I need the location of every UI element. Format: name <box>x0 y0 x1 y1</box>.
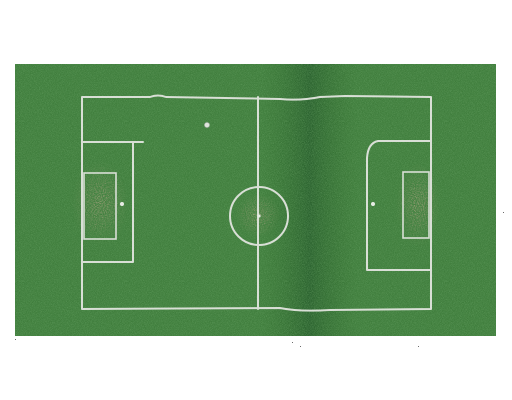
worn-patch-left-goal <box>72 161 128 245</box>
right-goal-area <box>402 171 430 239</box>
background-specks <box>15 212 504 347</box>
pitch-outline <box>81 94 432 312</box>
ball <box>204 122 210 128</box>
center-circle <box>229 186 289 246</box>
left-penalty-area <box>81 141 144 263</box>
pitch-markings <box>81 94 432 312</box>
left-penalty-spot <box>120 202 124 206</box>
left-goal-area <box>83 172 117 240</box>
right-penalty-spot <box>371 202 375 206</box>
right-penalty-area <box>366 140 432 271</box>
center-spot <box>257 214 261 218</box>
